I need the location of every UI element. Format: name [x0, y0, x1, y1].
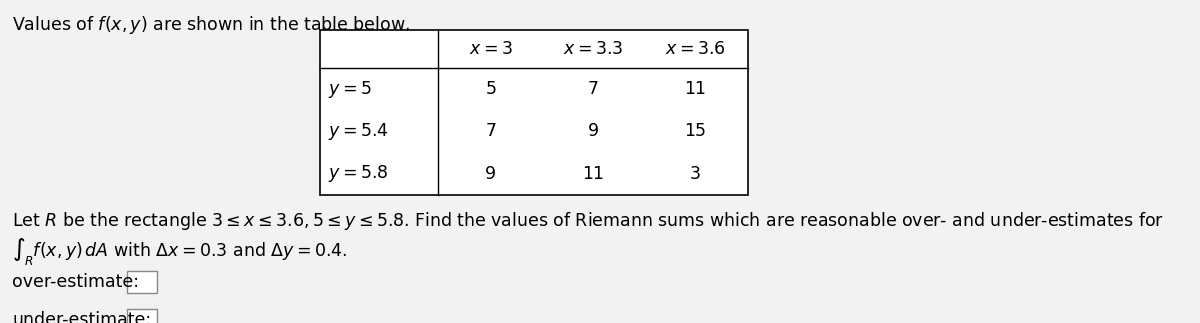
Text: Values of $f(x, y)$ are shown in the table below.: Values of $f(x, y)$ are shown in the tab…: [12, 14, 410, 36]
Text: under-estimate:: under-estimate:: [12, 311, 151, 323]
Bar: [320, 30, 748, 195]
Text: 9: 9: [588, 122, 599, 141]
Text: 3: 3: [690, 165, 701, 183]
Text: 9: 9: [485, 165, 497, 183]
Text: 11: 11: [684, 80, 707, 98]
Text: 7: 7: [485, 122, 497, 141]
Text: $y = 5.4$: $y = 5.4$: [328, 121, 389, 142]
Text: $x = 3.6$: $x = 3.6$: [665, 40, 726, 58]
Text: $x = 3$: $x = 3$: [469, 40, 512, 58]
Text: 15: 15: [684, 122, 707, 141]
Text: 7: 7: [588, 80, 599, 98]
Text: $y = 5.8$: $y = 5.8$: [328, 163, 388, 184]
Bar: [127, 271, 157, 293]
Text: Let $R$ be the rectangle $3 \leq x \leq 3.6, 5 \leq y \leq 5.8$. Find the values: Let $R$ be the rectangle $3 \leq x \leq …: [12, 210, 1164, 232]
Text: $\int_R f(x, y)\, dA$ with $\Delta x = 0.3$ and $\Delta y = 0.4$.: $\int_R f(x, y)\, dA$ with $\Delta x = 0…: [12, 236, 347, 267]
Text: over-estimate:: over-estimate:: [12, 273, 139, 291]
Text: 5: 5: [485, 80, 497, 98]
Text: $x = 3.3$: $x = 3.3$: [563, 40, 623, 58]
Text: $y = 5$: $y = 5$: [328, 79, 372, 100]
Text: 11: 11: [582, 165, 604, 183]
Bar: [127, 309, 157, 323]
